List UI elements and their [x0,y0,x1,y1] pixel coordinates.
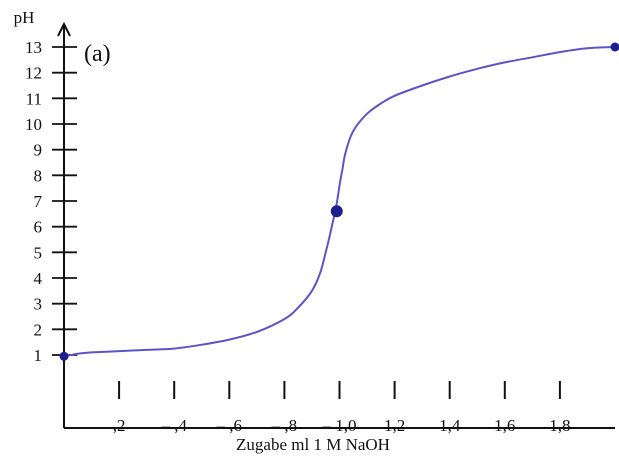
y-tick-label: 6 [34,218,43,237]
panel-label: (a) [84,41,111,67]
x-tick-label: 1,2 [384,416,405,435]
x-tick-label: – ,4 [160,416,187,435]
y-axis-label: pH [14,8,35,27]
y-tick-label: 9 [34,141,43,160]
series-layer [63,46,616,358]
y-tick-label: 3 [34,295,43,314]
marked-point [610,42,619,52]
x-tick-label: – ,6 [216,416,243,435]
marked-points-layer [59,42,619,361]
y-tick-label: 10 [25,115,42,134]
y-axis-arrow [57,21,71,37]
x-tick-label: 1,4 [439,416,461,435]
x-tick-label: – 1,0 [322,416,357,435]
x-axis: ,2 – ,4 – ,6 – ,8 – 1,0 1,2 1,4 1,6 1,8 [64,381,615,435]
x-tick-label: ,2 [113,416,126,435]
y-tick-label: 7 [34,192,43,211]
marked-point [330,205,343,218]
y-tick-label: 8 [34,166,43,185]
x-tick-label: 1,8 [549,416,570,435]
marked-point [59,351,69,361]
y-tick-label: 5 [34,243,43,262]
y-tick-label: 1 [34,346,43,365]
y-tick-label: 4 [34,269,43,288]
y-tick-label: 13 [25,38,42,57]
y-tick-label: 2 [34,320,43,339]
x-tick-label: – ,8 [271,416,298,435]
y-tick-label: 12 [25,64,42,83]
x-tick-label: 1,6 [494,416,515,435]
titration-curve [63,46,616,358]
x-axis-label: Zugabe ml 1 M NaOH [236,435,390,454]
y-tick-label: 11 [26,89,42,108]
